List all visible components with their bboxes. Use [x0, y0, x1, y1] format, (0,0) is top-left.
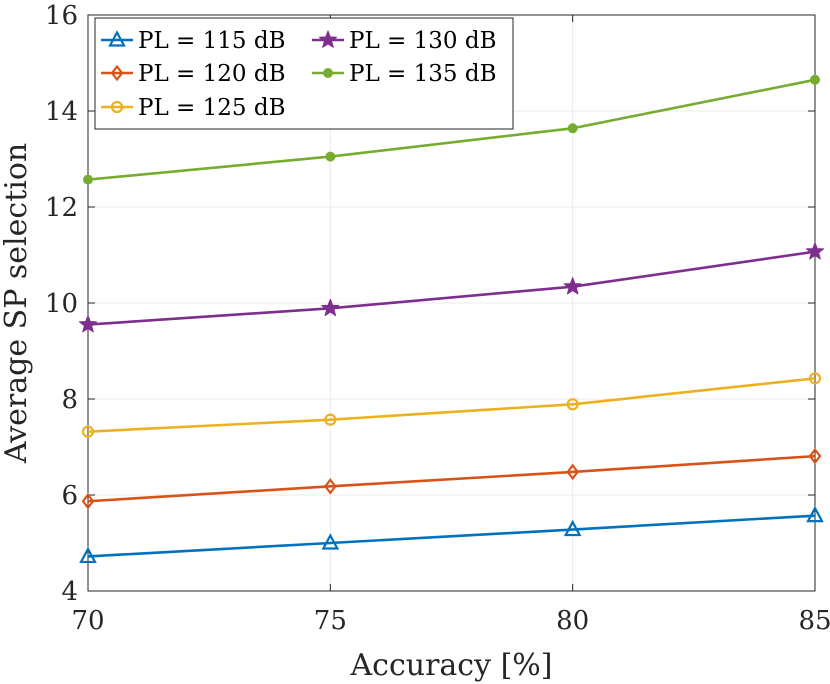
y-axis-title: Average SP selection [0, 143, 34, 464]
data-point [78, 315, 98, 333]
legend-item: PL = 120 dB [101, 61, 285, 87]
legend-marker [110, 100, 124, 114]
legend-label: PL = 130 dB [349, 28, 496, 54]
legend-item: PL = 130 dB [312, 28, 496, 54]
legend-marker [110, 64, 124, 82]
series-line [87, 78, 816, 181]
series-pl-135-db [83, 74, 820, 185]
data-point [321, 298, 340, 317]
data-point [806, 505, 824, 523]
data-point [805, 242, 825, 260]
data-point [808, 372, 822, 385]
legend-marker [323, 68, 333, 78]
series-line [87, 514, 816, 558]
data-point [81, 425, 95, 438]
y-tick-label: 12 [45, 193, 78, 223]
series-pl-120-db [81, 447, 822, 510]
data-point [323, 478, 337, 495]
y-tick-label: 10 [45, 289, 78, 319]
legend-item: PL = 115 dB [101, 28, 285, 54]
y-tick-label: 14 [45, 97, 78, 127]
data-point [79, 546, 97, 564]
y-tick-label: 8 [61, 385, 78, 415]
legend-label: PL = 115 dB [138, 28, 285, 54]
legend: PL = 115 dB PL = 120 dB PL = 125 dB PL = 13… [94, 17, 514, 130]
x-tick-label: 70 [71, 606, 104, 636]
x-tick-label: 85 [798, 606, 830, 636]
legend-marker [108, 30, 126, 47]
data-point [325, 151, 336, 162]
series-line [87, 454, 816, 503]
legend-box [94, 17, 514, 130]
legend-marker [318, 30, 338, 48]
data-point [81, 492, 95, 510]
legend-item: PL = 135 dB [312, 61, 496, 87]
data-point [563, 277, 582, 295]
legend-label: PL = 125 dB [138, 95, 285, 121]
axis-ticks: 70 75 80 85 4 6 8 10 12 14 16 [45, 1, 830, 636]
data-point [321, 533, 340, 550]
series-line [87, 250, 816, 326]
data-point [566, 463, 580, 481]
legend-item: PL = 125 dB [101, 95, 285, 121]
data-point [566, 398, 579, 411]
data-point [83, 174, 93, 185]
y-tick-label: 4 [61, 577, 78, 607]
data-point [324, 413, 337, 426]
y-tick-label: 6 [61, 481, 78, 511]
data-series [78, 74, 825, 564]
x-axis-title: Accuracy [%] [349, 648, 552, 683]
data-point [567, 123, 578, 134]
y-tick-label: 16 [45, 1, 78, 31]
series-pl-130-db [78, 242, 825, 333]
series-pl-125-db [81, 372, 822, 438]
legend-label: PL = 120 dB [138, 61, 285, 87]
series-line [87, 377, 816, 433]
x-tick-label: 80 [556, 606, 589, 636]
x-tick-label: 75 [314, 606, 347, 636]
series-pl-115-db [79, 505, 824, 564]
data-point [808, 447, 822, 465]
data-point [563, 519, 582, 537]
data-point [810, 74, 820, 85]
legend-label: PL = 135 dB [349, 61, 496, 87]
